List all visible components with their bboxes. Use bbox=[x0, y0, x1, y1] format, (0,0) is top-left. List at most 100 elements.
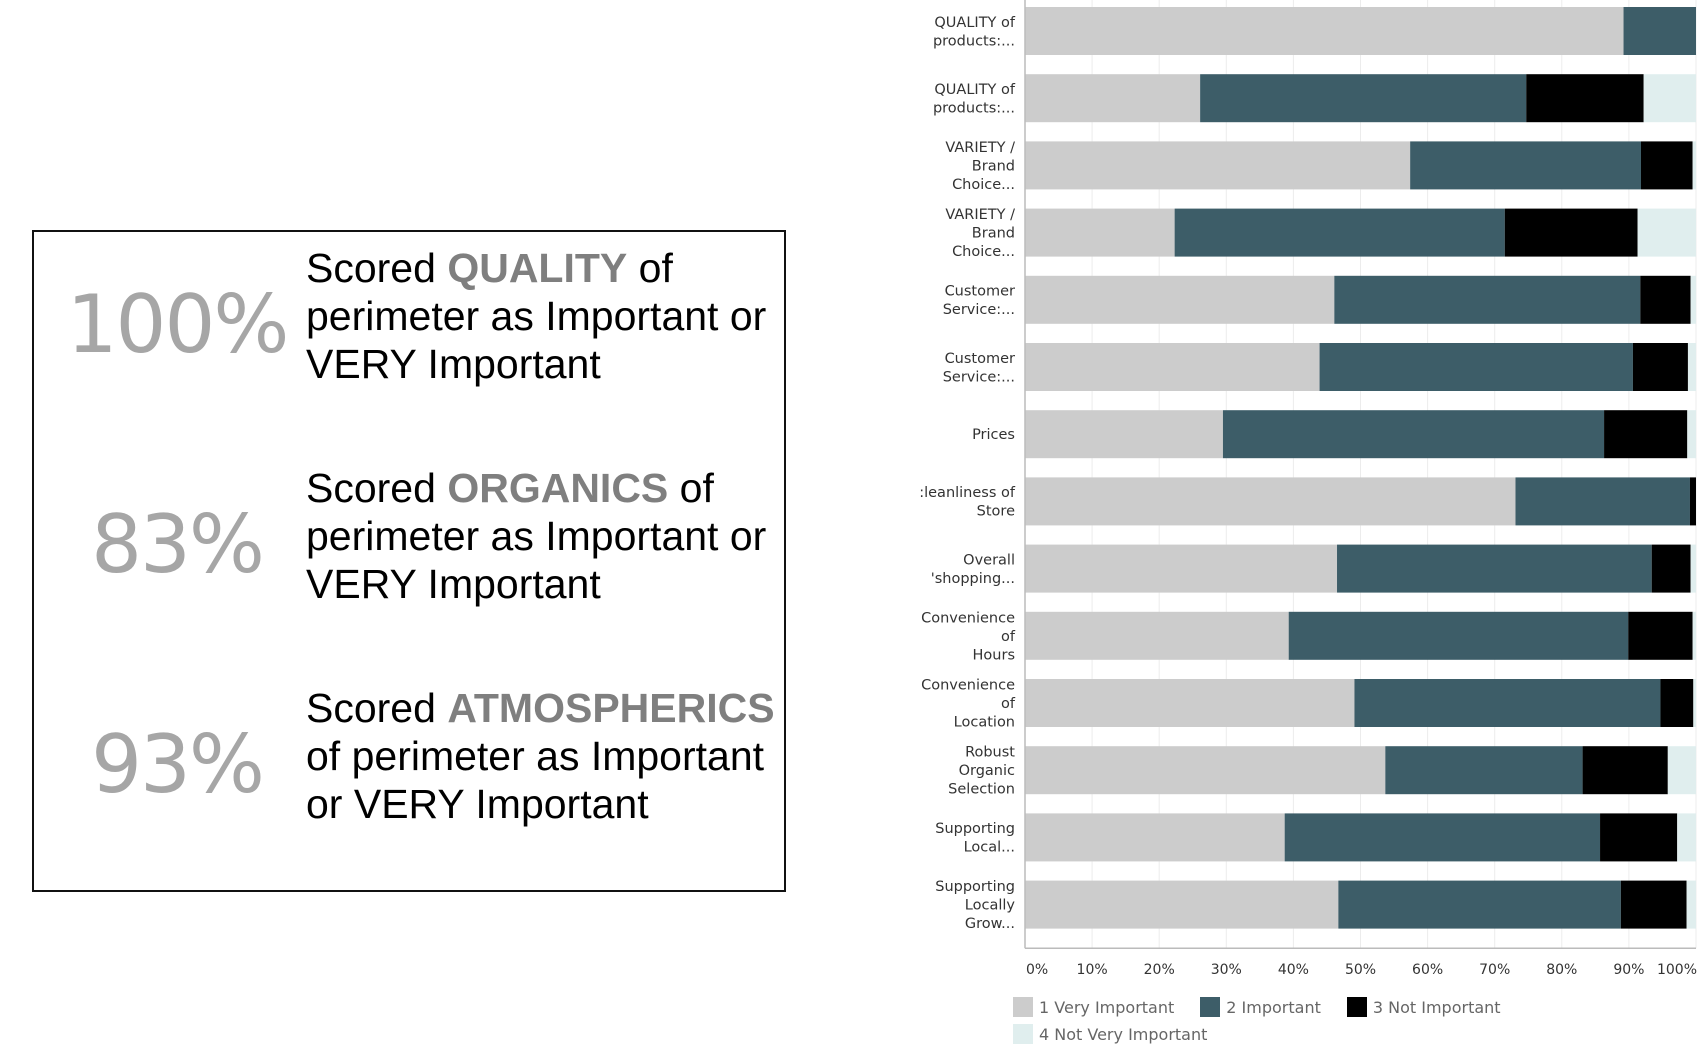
bar-segment bbox=[1677, 813, 1696, 862]
bar-segment bbox=[1623, 7, 1696, 55]
bar-segment bbox=[1640, 141, 1693, 190]
bar-segment bbox=[1025, 679, 1355, 727]
bar-segment bbox=[1025, 141, 1411, 190]
legend-swatch bbox=[1346, 997, 1367, 1017]
bar-segment bbox=[1690, 544, 1696, 593]
legend-swatch bbox=[1013, 1024, 1033, 1044]
bar-segment bbox=[1319, 343, 1633, 391]
bar-segment bbox=[1515, 477, 1690, 526]
bar-segment bbox=[1637, 208, 1696, 257]
legend-item: 1 Very Important bbox=[1013, 994, 1174, 1020]
stat-organics: 83% Scored ORGANICS of perimeter as Impo… bbox=[34, 464, 784, 624]
x-tick-label: 60% bbox=[1412, 962, 1443, 978]
x-tick-label: 90% bbox=[1613, 962, 1644, 978]
legend-swatch bbox=[1013, 997, 1033, 1017]
bar-segment bbox=[1385, 746, 1583, 795]
bar-segment bbox=[1689, 477, 1696, 526]
bar-segment bbox=[1632, 343, 1688, 391]
category-label: VARIETY / Brand Choice... bbox=[945, 207, 1015, 260]
x-tick-label: 70% bbox=[1479, 962, 1510, 978]
category-label: Robust Organic Selection bbox=[948, 745, 1015, 798]
x-tick-label: 100% bbox=[1657, 962, 1697, 978]
bar-segment bbox=[1628, 611, 1693, 660]
category-label: Convenience of Hours bbox=[921, 610, 1016, 663]
bar-segment bbox=[1025, 880, 1339, 929]
bar-segment bbox=[1651, 544, 1691, 593]
stat-organics-keyword: ORGANICS bbox=[447, 465, 669, 511]
legend-label: 4 Not Very Important bbox=[1039, 1024, 1208, 1044]
x-tick-label: 20% bbox=[1144, 962, 1175, 978]
bar-segment bbox=[1582, 746, 1668, 795]
bar-segment bbox=[1600, 813, 1678, 862]
category-label: Supporting Locally Grow... bbox=[935, 879, 1015, 932]
bar-segment bbox=[1692, 141, 1696, 190]
bar-segment bbox=[1690, 275, 1696, 324]
legend-item: 2 Important bbox=[1200, 994, 1321, 1020]
bar-segment bbox=[1526, 74, 1644, 123]
bar-segment bbox=[1025, 343, 1320, 391]
category-label: Customer Service:... bbox=[943, 351, 1015, 386]
bar-segment bbox=[1025, 275, 1335, 324]
bar-segment bbox=[1288, 611, 1629, 660]
bar-segment bbox=[1693, 679, 1696, 727]
stacked-bar-chart: QUALITY of products:... QUALITY of products… bbox=[919, 0, 1697, 978]
x-tick-label: 0% bbox=[1026, 962, 1048, 978]
x-tick-label: 10% bbox=[1077, 962, 1108, 978]
stat-quality-percent: 100% bbox=[66, 277, 290, 371]
bar-segment bbox=[1643, 74, 1696, 123]
bar-segment bbox=[1025, 208, 1175, 257]
category-label: Prices bbox=[972, 427, 1015, 443]
bar-segment bbox=[1337, 544, 1652, 593]
bar-segment bbox=[1200, 74, 1527, 123]
summary-stats-box: 100% Scored QUALITY of perimeter as Impo… bbox=[32, 230, 786, 892]
x-tick-label: 40% bbox=[1278, 962, 1309, 978]
category-label: QUALITY of products:... bbox=[933, 15, 1016, 50]
stat-atmospherics-percent: 93% bbox=[91, 717, 265, 811]
legend-swatch bbox=[1200, 997, 1221, 1017]
category-label: Overall'shopping... bbox=[931, 552, 1015, 587]
category-label: :leanliness of Store bbox=[919, 485, 1016, 520]
category-label: Convenience of Location bbox=[921, 678, 1016, 731]
legend-label: 2 Important bbox=[1226, 997, 1321, 1017]
bar-segment bbox=[1687, 343, 1696, 391]
category-label: Customer Service:... bbox=[943, 284, 1015, 319]
bars bbox=[1025, 7, 1696, 929]
bar-segment bbox=[1222, 410, 1605, 459]
stat-atmospherics-keyword: ATMOSPHERICS bbox=[447, 685, 775, 731]
bar-segment bbox=[1620, 880, 1687, 929]
stat-quality-text: Scored QUALITY of perimeter as Important… bbox=[306, 245, 767, 387]
legend-label: 1 Very Important bbox=[1039, 997, 1175, 1017]
chart-legend: 1 Very Important 2 Important 3 Not Importa… bbox=[1013, 994, 1573, 1048]
bar-segment bbox=[1504, 208, 1638, 257]
bar-segment bbox=[1025, 7, 1624, 55]
legend-item: 3 Not Important bbox=[1346, 994, 1501, 1020]
bar-segment bbox=[1025, 611, 1289, 660]
bar-segment bbox=[1604, 410, 1688, 459]
stat-organics-percent: 83% bbox=[91, 497, 265, 591]
stat-quality-keyword: QUALITY bbox=[447, 245, 628, 291]
bar-segment bbox=[1687, 410, 1696, 459]
bar-segment bbox=[1354, 679, 1661, 727]
x-tick-label: 30% bbox=[1211, 962, 1242, 978]
bar-segment bbox=[1025, 74, 1201, 123]
bar-segment bbox=[1025, 544, 1338, 593]
bar-segment bbox=[1410, 141, 1641, 190]
bar-segment bbox=[1025, 813, 1285, 862]
bar-segment bbox=[1686, 880, 1696, 929]
stat-quality: 100% Scored QUALITY of perimeter as Impo… bbox=[34, 244, 784, 404]
stat-atmospherics: 93% Scored ATMOSPHERICS of perimeter as … bbox=[34, 684, 784, 844]
bar-segment bbox=[1660, 679, 1694, 727]
category-label: QUALITY of products:... bbox=[933, 82, 1016, 117]
bar-segment bbox=[1334, 275, 1641, 324]
x-tick-label: 50% bbox=[1345, 962, 1376, 978]
bar-segment bbox=[1284, 813, 1601, 862]
x-tick-label: 80% bbox=[1546, 962, 1577, 978]
category-label: Supporting Local... bbox=[935, 821, 1015, 856]
bar-segment bbox=[1174, 208, 1505, 257]
bar-segment bbox=[1667, 746, 1696, 795]
stat-atmospherics-text: Scored ATMOSPHERICS of perimeter as Impo… bbox=[306, 685, 775, 827]
bar-segment bbox=[1025, 746, 1386, 795]
category-label: VARIETY / Brand Choice... bbox=[945, 140, 1015, 193]
bar-segment bbox=[1692, 611, 1696, 660]
bar-segment bbox=[1025, 477, 1516, 526]
